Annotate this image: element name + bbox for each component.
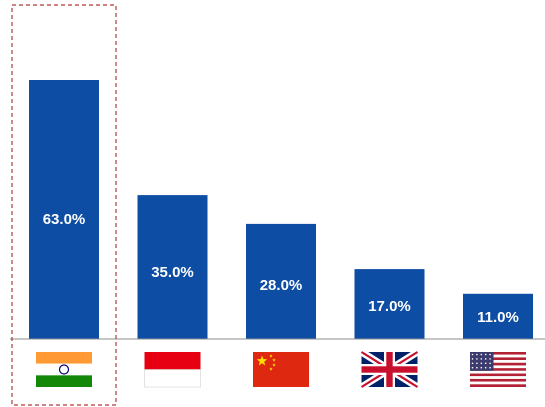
value-label-china: 28.0% [260, 277, 303, 294]
value-label-indonesia: 35.0% [151, 264, 194, 281]
flags-layer [36, 349, 526, 390]
value-label-united-kingdom: 17.0% [368, 298, 411, 315]
flag-india-icon [36, 352, 92, 387]
bar-india [29, 80, 99, 339]
flag-indonesia-icon [144, 352, 201, 388]
bar-united-kingdom [354, 269, 425, 339]
bar-united-states [463, 293, 533, 339]
bar-indonesia [137, 195, 208, 339]
bars-layer [29, 80, 533, 339]
bar-china [246, 223, 316, 339]
value-label-united-states: 11.0% [477, 309, 519, 326]
flag-uk-icon [359, 349, 420, 390]
value-label-india: 63.0% [43, 211, 86, 228]
flag-china-icon [253, 352, 309, 387]
flag-usa-icon [470, 352, 526, 387]
value-labels-layer: 63.0% 35.0% 28.0% 17.0% 11.0% [43, 211, 519, 326]
highlight-box [11, 4, 117, 406]
